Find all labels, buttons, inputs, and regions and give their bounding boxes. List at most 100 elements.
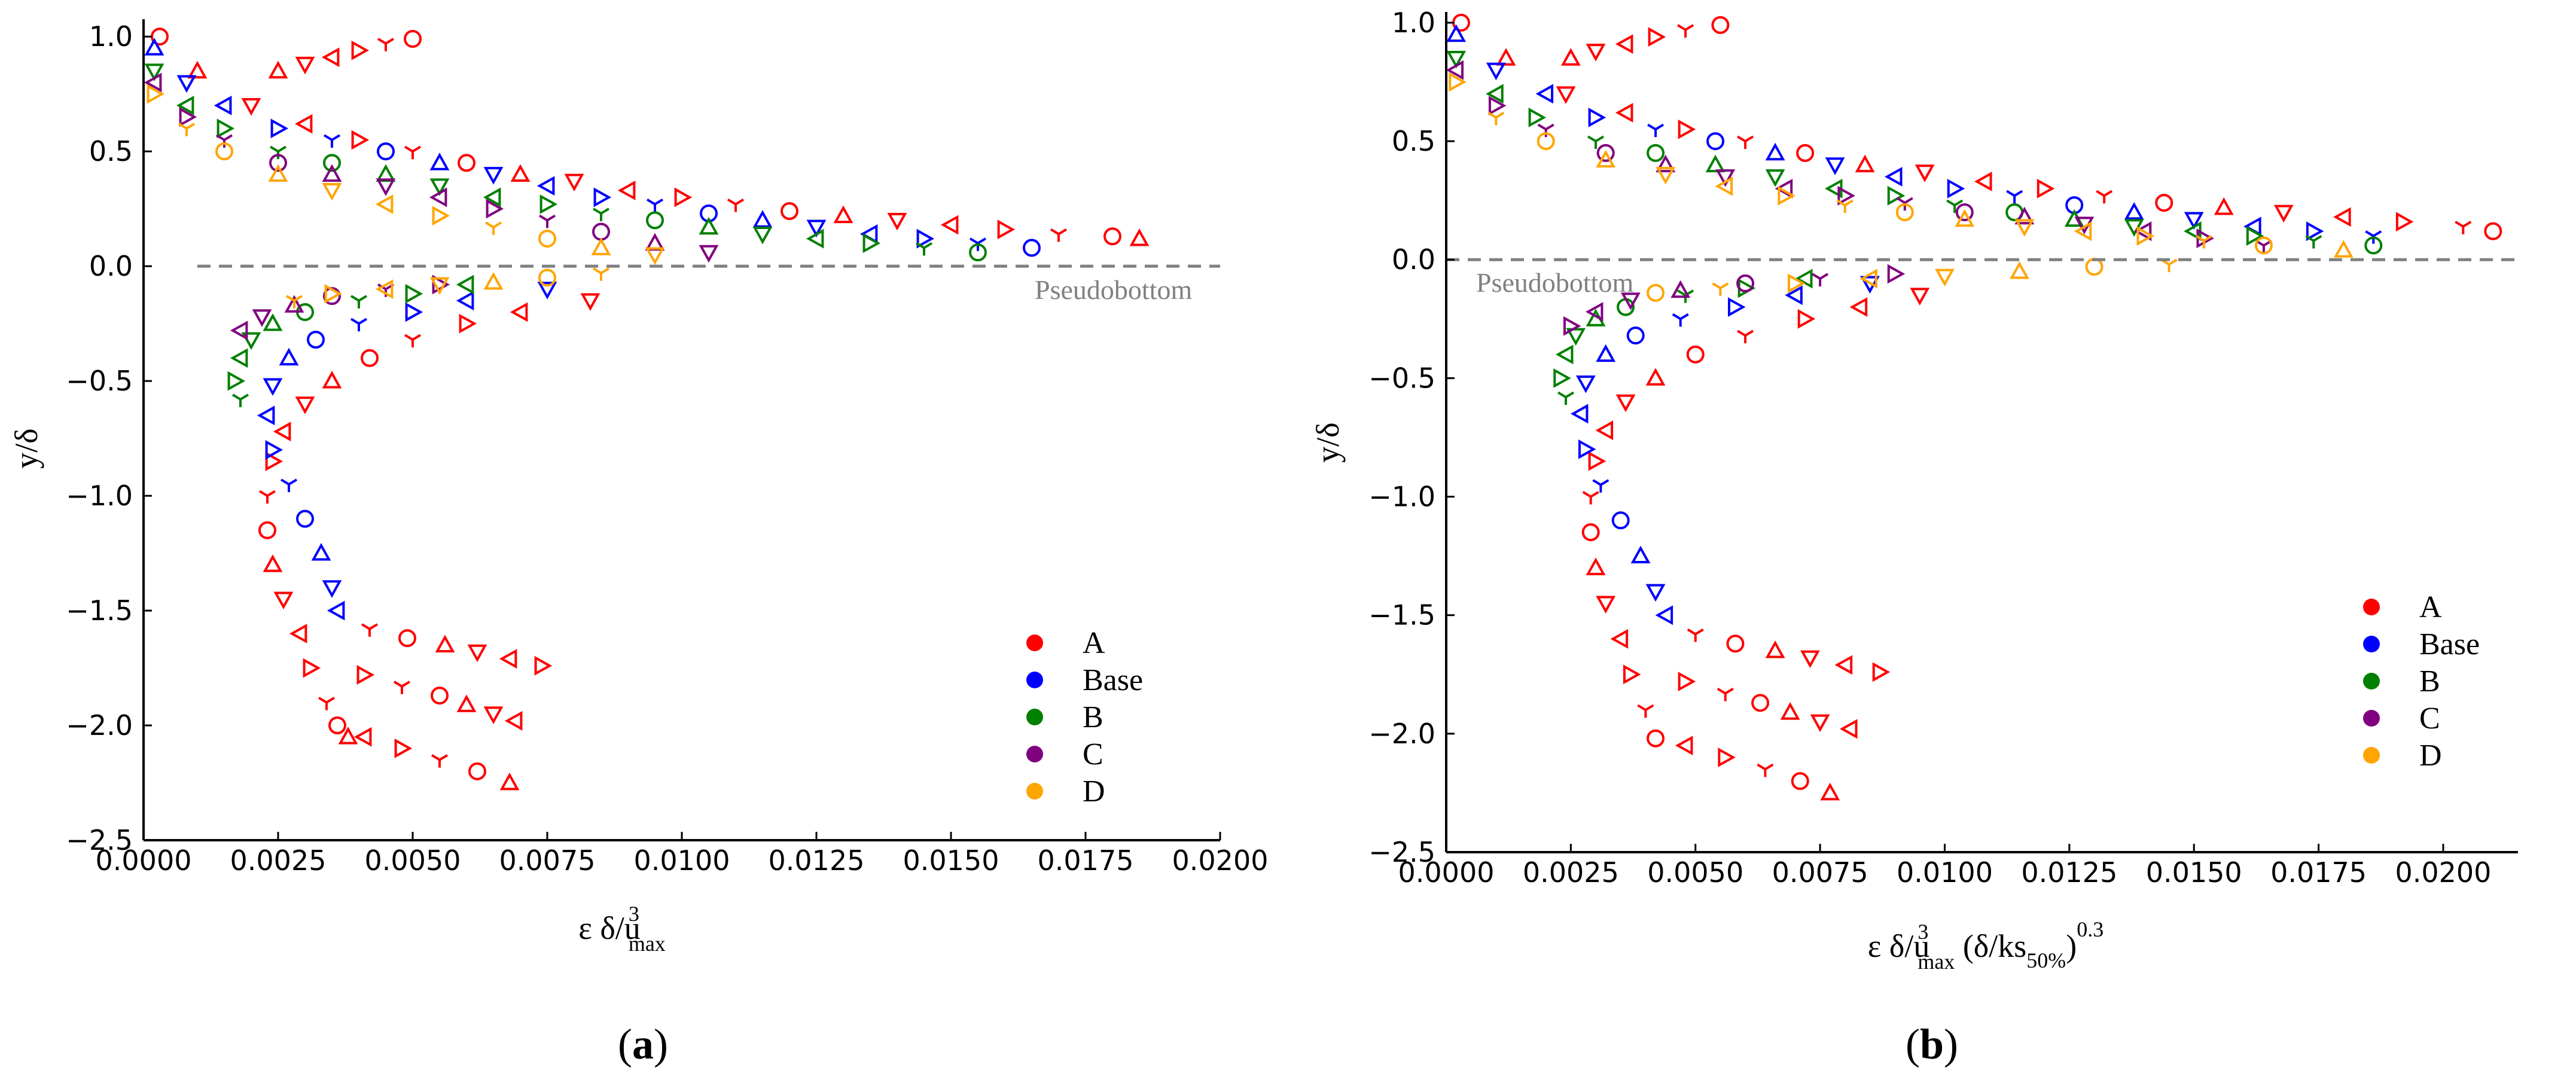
data-point-a [1588,451,1606,471]
data-point-a [404,145,422,160]
legend-marker-base [2363,636,2380,652]
legend-marker-a [2363,599,2380,615]
data-point-b [263,313,283,331]
data-point-b [1557,391,1575,405]
data-point-a [2155,194,2173,212]
data-point-a [504,710,523,731]
x-tick-label: 0.0200 [1172,844,1269,877]
data-point-base [307,331,325,349]
data-point-base [1630,545,1651,564]
data-point-a [1556,86,1576,104]
data-point-a [499,772,520,791]
data-point-base [327,600,345,621]
data-point-a [2395,212,2414,232]
x-tick-label: 0.0050 [1647,856,1743,889]
data-point-base [1706,132,1725,151]
data-point-b [217,118,235,139]
data-point-base [1645,584,1666,602]
y-tick-label: 0.5 [1392,125,1435,157]
data-point-a [580,293,600,311]
data-point-c [2133,221,2152,242]
panel-b-caption: (b) [1906,1020,1958,1068]
y-tick-label: −1.0 [66,480,133,512]
data-point-d [322,183,342,201]
legend-label-base: Base [1083,663,1143,697]
data-point-base [176,75,197,93]
data-point-b [241,332,261,350]
data-point-d [2333,240,2354,258]
data-point-a [187,60,208,79]
x-tick-label: 0.0175 [1038,844,1134,877]
data-point-c [429,187,447,208]
legend-label-c: C [2419,701,2440,736]
data-point-b [1486,84,1504,104]
data-point-d [2254,236,2273,255]
data-point-d [1656,167,1676,185]
data-point-d [2195,235,2212,249]
data-point-d [1836,199,1853,213]
legend-marker-d [1026,783,1043,800]
data-point-a [318,697,336,710]
data-point-d [483,271,504,290]
data-point-a [258,490,276,504]
data-point-c [1736,274,1755,292]
data-point-c [2014,206,2035,225]
data-point-base [296,510,314,528]
panel-a-axes: 0.0000 0.0025 0.0050 0.0075 0.0100 0.0125 0.01… [66,19,1268,877]
data-point-b [230,348,248,368]
data-point-b [806,228,824,249]
data-point-c [1955,203,1974,221]
data-point-base [1023,239,1041,257]
data-point-c [432,274,450,295]
data-point-a [1637,704,1654,718]
data-point-a [1800,650,1820,669]
data-point-a [1560,48,1581,66]
legend-label-a: A [2419,590,2442,624]
data-point-d [324,283,343,304]
data-point-c [699,245,719,263]
data-point-a [1645,368,1666,386]
data-point-a [1623,664,1641,685]
data-point-base [1596,344,1616,362]
panel-a-ylabel: y/δ [8,428,44,468]
data-point-a [1496,48,1516,66]
data-point-c [1446,60,1464,80]
data-point-a [1737,135,1754,150]
y-tick-label: 0.5 [89,135,133,167]
data-point-a [351,130,370,150]
data-point-c [1488,96,1507,116]
data-point-b [1946,199,1964,213]
y-tick-label: −0.5 [66,365,133,397]
data-point-d [1955,209,1975,227]
data-point-a [338,727,358,745]
data-point-d [268,164,288,182]
data-point-b [2246,226,2264,246]
data-point-a [1103,227,1121,246]
data-point-a [1737,330,1754,344]
data-point-base [350,318,368,332]
data-point-base [1785,285,1803,306]
data-point-base [1647,123,1665,138]
legend-marker-b [1026,709,1043,725]
data-point-base [1446,24,1467,42]
y-tick-label: −1.5 [1368,599,1435,632]
data-point-d [1712,282,1729,296]
data-point-base [323,134,341,148]
panel-a-caption: (a) [618,1020,668,1068]
data-point-base [806,219,827,237]
data-point-base [916,228,935,249]
data-point-base [2184,212,2204,230]
data-point-d [1895,203,1914,221]
data-point-c [284,295,304,313]
data-point-a [458,154,475,172]
data-point-a [1910,288,1930,306]
data-point-a [510,302,528,322]
data-point-a [353,727,372,747]
data-point-base [1578,439,1596,459]
data-point-base [2306,221,2324,242]
data-point-base [456,291,474,311]
data-point-b [323,154,341,172]
data-point-d [538,269,556,287]
panel-a: Pseudobottom 0.0000 0.0025 0.0050 0.0075 0.0… [8,19,1268,1068]
data-point-base [311,542,331,561]
